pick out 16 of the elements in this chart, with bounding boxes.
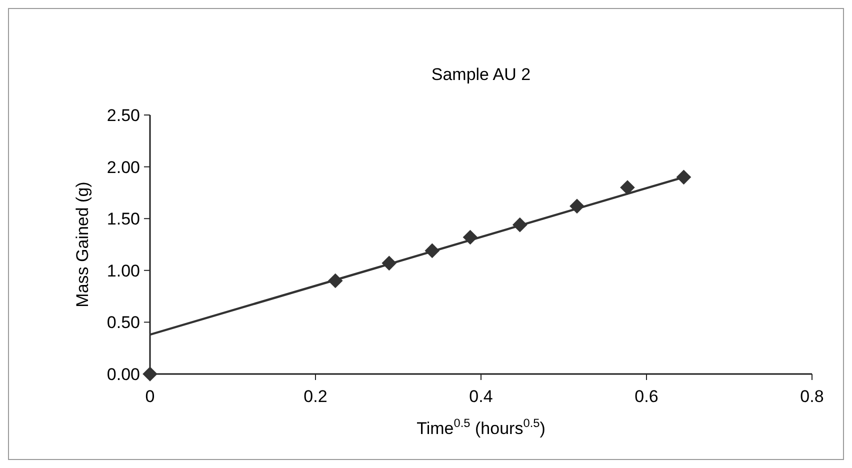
x-tick-label: 0.2 xyxy=(304,387,328,406)
x-axis-title: Time$^{0.5}$ (hours$^{0.5}$) xyxy=(416,416,546,438)
y-tick-label: 2.50 xyxy=(106,106,140,125)
x-tick-label: 0.4 xyxy=(469,387,493,406)
x-tick-label: 0.6 xyxy=(634,387,658,406)
point xyxy=(620,180,635,195)
y-tick-label: 0.00 xyxy=(106,364,140,384)
x-tick-label: 0.8 xyxy=(800,387,824,406)
x-tick-label: 0 xyxy=(145,387,155,406)
y-tick-label: 1.00 xyxy=(106,261,140,280)
y-axis-title: Mass Gained (g) xyxy=(73,182,92,308)
y-tick-label: 1.50 xyxy=(106,210,140,229)
y-tick-label: 2.00 xyxy=(106,158,140,177)
chart-title: Sample AU 2 xyxy=(431,65,531,84)
y-tick-label: 0.50 xyxy=(106,313,140,332)
point xyxy=(142,366,158,382)
